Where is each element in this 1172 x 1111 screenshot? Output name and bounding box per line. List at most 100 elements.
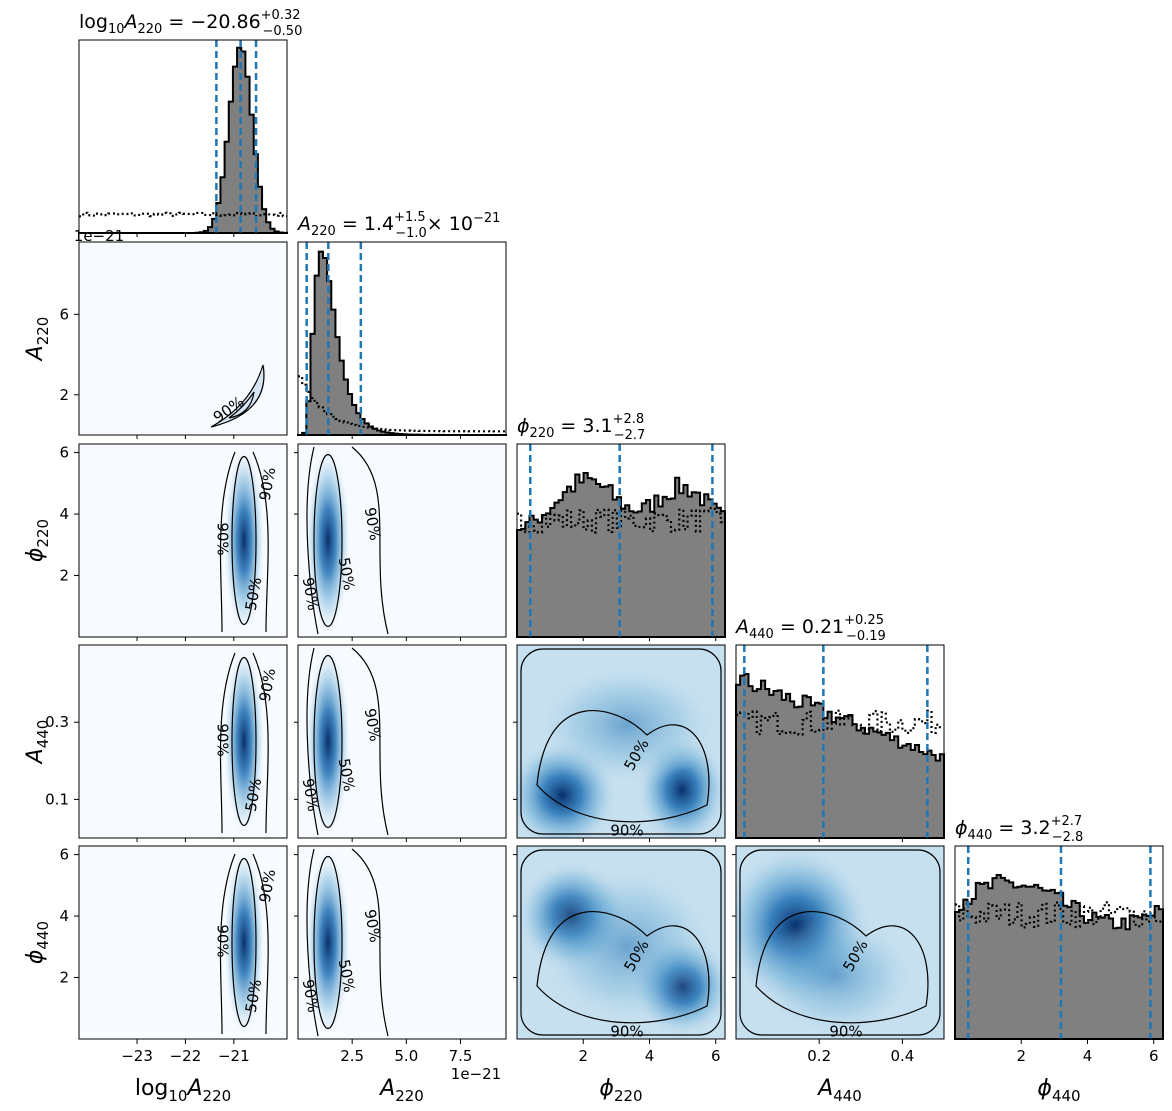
label-sub: 220 [614, 1087, 643, 1105]
title-symbol-sub: 220 [311, 224, 336, 239]
posterior-histogram [954, 873, 1164, 1040]
contour-level-label: 50% [335, 958, 359, 994]
contour-level-label: 90% [214, 723, 232, 756]
title-value: = 1.4 [336, 213, 394, 235]
contour-level-label: 90% [214, 924, 232, 957]
panel-frame [735, 845, 945, 1040]
panel-frame [735, 644, 945, 839]
x-axis-log10A220: −23 −22 −21 log10A220 [121, 1039, 250, 1105]
x-axis-phi220: 2 4 6 ϕ220 [578, 1039, 720, 1105]
title-symbol: A [296, 213, 311, 235]
density-panel-log10A220-phi220: 90% 90% 50% [78, 443, 288, 638]
x-axis-phi440: 2 4 6 ϕ440 [1016, 1039, 1158, 1105]
contour-90 [219, 652, 269, 834]
contour-level-label: 50% [242, 978, 266, 1014]
density-blob [306, 850, 350, 1035]
contour-level-label: 90% [214, 522, 232, 555]
contour-90 [219, 853, 269, 1035]
density-blob [537, 866, 717, 1026]
density-layer: 50%90% [517, 645, 725, 838]
label-sub: 440 [833, 1087, 862, 1105]
panel-frame [297, 644, 507, 839]
title-value: = 3.1 [554, 415, 612, 437]
title-symbol-sub: 220 [530, 426, 555, 441]
label-sub: 220 [203, 1087, 232, 1105]
contour-90 [520, 648, 722, 835]
title-lower-error: −2.7 [614, 428, 646, 443]
title-prefix: log [79, 11, 108, 33]
label-sub: 440 [34, 921, 52, 950]
label-symbol: ϕ [23, 548, 48, 563]
title-symbol: A [123, 11, 138, 33]
x-tick-label: 4 [1083, 1047, 1093, 1065]
contour-level-label: 50% [335, 757, 359, 793]
y-tick-label: 6 [59, 305, 69, 323]
contour-level-label: 90% [299, 978, 323, 1014]
contour-level-label: 50% [242, 576, 266, 612]
contour-90 [306, 848, 389, 1037]
title-symbol-sub: 440 [968, 828, 993, 843]
x-axis-label: ϕ440 [1037, 1076, 1080, 1105]
contour-level-label: 90% [361, 707, 385, 743]
contour-level-label: 90% [256, 868, 280, 904]
contour-50 [231, 656, 257, 827]
density-blob [756, 916, 916, 1036]
contour-level-label: 90% [299, 576, 323, 612]
x-axis-label: ϕ220 [599, 1076, 642, 1105]
label-symbol: ϕ [1037, 1076, 1052, 1101]
contour-50 [536, 911, 710, 1024]
contour-50 [231, 455, 257, 626]
label-symbol: ϕ [23, 950, 48, 965]
contour-90 [306, 446, 389, 635]
density-blob [306, 448, 350, 633]
y-tick-label: 4 [59, 505, 69, 523]
label-sub: 220 [34, 519, 52, 548]
title-upper-error: +1.5 [394, 210, 426, 225]
title-lower-error: −2.8 [1052, 830, 1084, 845]
title-upper-error: +0.25 [844, 613, 884, 628]
y-axis-label: ϕ220 [23, 519, 52, 562]
x-tick-label: −21 [218, 1047, 250, 1065]
label-symbol: ϕ [599, 1076, 614, 1101]
panel-frame [297, 845, 507, 1040]
panel-frame [297, 443, 507, 638]
panel-frame [78, 845, 288, 1040]
contour-90 [739, 849, 941, 1036]
contour-50 [536, 710, 710, 823]
contour-90 [306, 647, 389, 836]
density-layer: 90% 90% 50% [214, 850, 280, 1035]
label-symbol: A [23, 345, 48, 362]
panel-frame [954, 845, 1164, 1040]
title-upper-error: +2.7 [1051, 814, 1083, 829]
title-value: = 3.2 [992, 817, 1050, 839]
title-symbol: ϕ [517, 415, 530, 437]
y-axis-phi220: 2 4 6 ϕ220 [23, 444, 79, 585]
density-layer: 90%50%90% [299, 848, 389, 1037]
contour-level-label: 90% [256, 667, 280, 703]
density-ridge [211, 364, 266, 427]
x-tick-label: 2.5 [340, 1047, 364, 1065]
density-panel-log10A220-phi440: 90% 90% 50% [78, 845, 288, 1040]
density-panel-log10A220-A220: 90% [78, 241, 288, 436]
y-axis-label: A440 [23, 720, 52, 766]
contour-90 [520, 849, 722, 1036]
y-axis-A220: 2 6 A220 [23, 305, 79, 404]
contour-level-label: 50% [335, 556, 359, 592]
hist-panel-log10A220 [78, 39, 288, 234]
hist-panel-phi220 [516, 443, 726, 638]
title-lower-error: −0.19 [846, 629, 886, 644]
x-tick-label: 7.5 [449, 1047, 473, 1065]
posterior-histogram [516, 471, 726, 638]
panel-title-log10A220: log10A220 = −20.86+0.32 −0.50 [79, 8, 302, 39]
x-tick-label: −23 [121, 1047, 153, 1065]
title-exponent: −21 [473, 211, 500, 226]
x-axis-A440: 0.2 0.4 A440 [807, 1039, 914, 1105]
label-symbol: A [378, 1076, 395, 1101]
density-blob [306, 649, 350, 834]
y-axis-label: A220 [23, 317, 52, 363]
y-tick-label: 0.1 [45, 790, 69, 808]
contour-level-label: 90% [361, 908, 385, 944]
x-tick-label: 6 [711, 1047, 721, 1065]
